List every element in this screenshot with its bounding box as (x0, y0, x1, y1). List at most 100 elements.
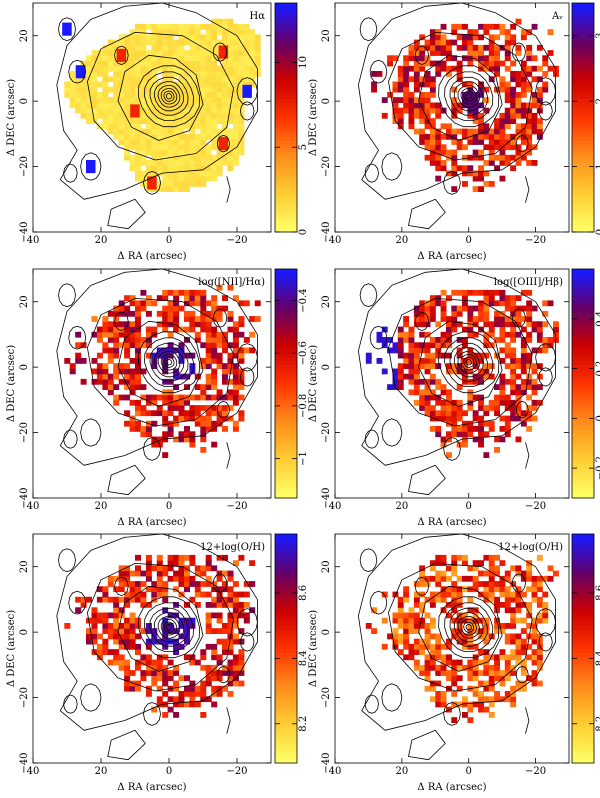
map-pixel (124, 680, 131, 687)
colorbar-segment (275, 663, 297, 669)
map-pixel (189, 701, 196, 708)
map-pixel (205, 128, 212, 135)
x-tick-label: 0 (166, 501, 172, 512)
map-pixel (184, 107, 190, 114)
map-pixel (216, 654, 223, 661)
map-pixel (520, 123, 527, 130)
map-pixel (515, 144, 522, 151)
map-pixel (413, 643, 420, 650)
map-pixel (189, 581, 196, 587)
map-pixel (205, 664, 212, 671)
contour-line (240, 101, 255, 121)
map-pixel (424, 39, 431, 46)
map-pixel (435, 34, 442, 41)
map-pixel (129, 337, 136, 343)
contour-line (369, 325, 388, 350)
map-pixel (451, 701, 458, 708)
map-pixel (483, 706, 490, 713)
colorbar-segment (572, 224, 594, 229)
map-pixel (249, 347, 256, 354)
map-pixel (216, 154, 223, 161)
map-pixel (173, 305, 180, 312)
map-pixel (381, 97, 388, 103)
map-pixel (392, 643, 399, 650)
colorbar-segment (275, 25, 297, 31)
map-pixel (526, 643, 533, 650)
map-pixel (238, 34, 245, 41)
map-pixel (483, 685, 490, 692)
map-pixel (194, 29, 201, 35)
colorbar-segment (572, 682, 594, 688)
colorbar-segment (275, 568, 297, 573)
map-pixel (189, 133, 196, 140)
map-pixel (189, 363, 196, 369)
map-pixel (499, 123, 506, 130)
map-pixel (162, 596, 169, 603)
map-pixel (129, 373, 136, 380)
map-pixel (184, 654, 190, 661)
map-pixel (488, 420, 495, 427)
map-pixel (494, 570, 500, 577)
colorbar-segment (275, 106, 297, 111)
map-pixel (189, 92, 196, 98)
colorbar-segment (275, 637, 297, 642)
map-pixel (510, 415, 517, 422)
map-pixel (472, 701, 479, 708)
map-pixel (211, 358, 218, 364)
map-pixel (178, 118, 185, 124)
colorbar-segment (275, 459, 297, 465)
map-pixel (200, 570, 207, 577)
colorbar-tick-label: 0 (595, 415, 600, 421)
map-pixel (510, 107, 517, 114)
map-pixel (124, 295, 131, 301)
map-pixel (232, 149, 239, 156)
map-pixel (129, 633, 136, 640)
map-pixel (392, 378, 399, 385)
map-pixel (424, 670, 431, 676)
map-pixel (451, 160, 458, 166)
map-pixel (129, 160, 136, 166)
colorbar-segment (572, 410, 594, 415)
map-pixel (194, 586, 201, 593)
map-pixel (429, 92, 436, 98)
map-pixel (156, 405, 163, 411)
colorbar-segment (275, 212, 297, 218)
map-pixel (102, 55, 109, 62)
map-pixel (526, 321, 533, 328)
map-pixel (167, 76, 174, 83)
map-pixel (107, 321, 114, 328)
map-pixel (488, 154, 495, 161)
map-pixel (478, 165, 484, 172)
map-pixel (392, 55, 399, 62)
colorbar-segment (275, 656, 297, 661)
map-pixel (113, 305, 120, 312)
map-pixel (184, 352, 190, 359)
map-pixel (429, 160, 436, 166)
map-pixel (205, 347, 212, 354)
map-pixel (156, 654, 163, 661)
colorbar-segment (572, 310, 594, 316)
map-pixel (91, 628, 98, 634)
contour-line (457, 85, 480, 108)
map-pixel (238, 654, 245, 661)
map-pixel (167, 560, 174, 566)
map-pixel (515, 680, 522, 687)
map-pixel (75, 607, 82, 614)
map-pixel (536, 133, 543, 140)
x-tick-label: 40 (329, 235, 342, 246)
map-pixel (531, 368, 538, 375)
map-pixel (227, 617, 234, 624)
map-pixel (145, 165, 152, 172)
map-pixel (392, 107, 399, 114)
map-pixel (80, 358, 87, 364)
colorbar-segment (572, 747, 594, 753)
map-pixel (102, 76, 109, 83)
map-pixel (488, 331, 495, 338)
contour-line (154, 347, 184, 378)
map-pixel (483, 331, 490, 338)
map-pixel (140, 144, 147, 151)
map-pixel (205, 405, 212, 411)
colorbar-segment (572, 14, 594, 19)
map-pixel (194, 144, 201, 151)
map-pixel (419, 399, 426, 406)
